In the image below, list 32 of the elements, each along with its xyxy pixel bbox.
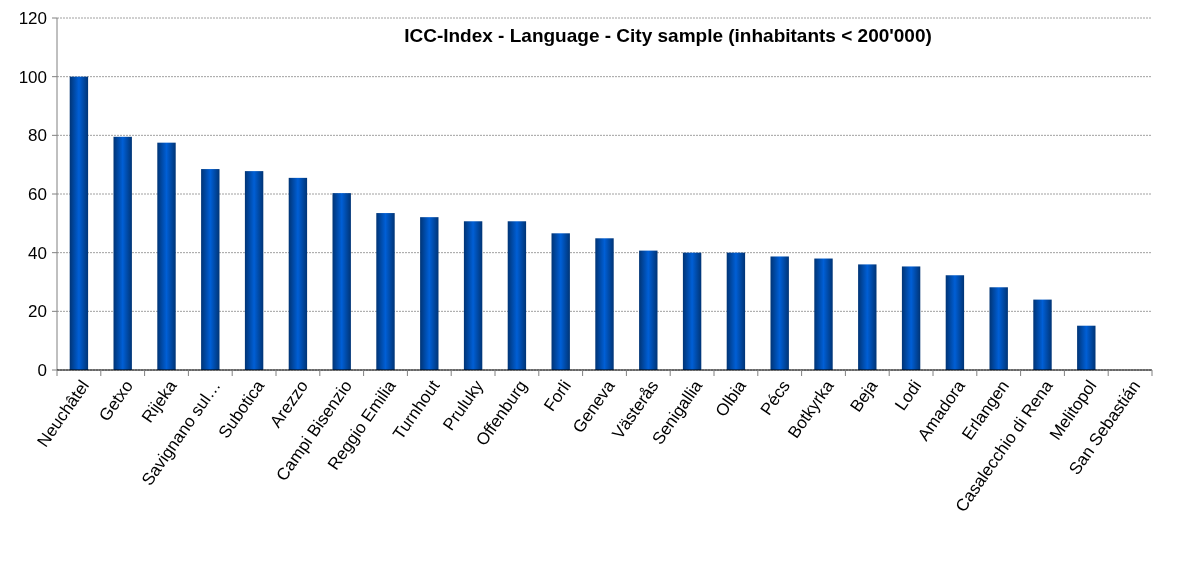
bar [551, 233, 570, 370]
bar [1077, 325, 1096, 370]
bar [858, 264, 877, 370]
y-tick-label: 120 [18, 8, 47, 28]
bar [376, 213, 395, 370]
bar [507, 221, 527, 370]
y-tick-label: 40 [28, 243, 47, 263]
y-tick-label: 80 [28, 126, 47, 146]
chart-title: ICC-Index - Language - City sample (inhabitants < 200'000) [404, 25, 932, 46]
bar [901, 266, 921, 370]
bar [1033, 299, 1052, 370]
bar [69, 76, 89, 370]
y-tick-label: 0 [37, 360, 47, 380]
bar [945, 275, 965, 370]
y-tick-label: 60 [28, 184, 47, 204]
y-tick-label: 100 [18, 67, 47, 87]
bar [420, 217, 439, 370]
y-tick-label: 20 [28, 302, 47, 322]
bar [463, 221, 483, 370]
bar [157, 142, 176, 370]
bar [989, 287, 1008, 370]
bar [770, 256, 789, 370]
bar [639, 250, 658, 370]
bar [288, 177, 308, 370]
bar [201, 169, 220, 370]
bar [682, 252, 702, 370]
bar [332, 193, 351, 370]
bar [726, 252, 746, 370]
bar [244, 171, 264, 370]
bar [113, 136, 132, 370]
bar [814, 258, 833, 370]
bar [595, 238, 614, 370]
